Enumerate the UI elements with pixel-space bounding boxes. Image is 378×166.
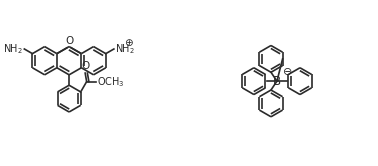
Text: OCH$_3$: OCH$_3$ bbox=[97, 75, 125, 88]
Text: O: O bbox=[81, 61, 89, 71]
Text: NH$_2$: NH$_2$ bbox=[115, 42, 135, 56]
Text: NH$_2$: NH$_2$ bbox=[3, 42, 23, 56]
Text: $\oplus$: $\oplus$ bbox=[124, 37, 133, 48]
Text: O: O bbox=[65, 36, 73, 46]
Text: $\ominus$: $\ominus$ bbox=[282, 66, 292, 77]
Text: B: B bbox=[273, 75, 281, 88]
